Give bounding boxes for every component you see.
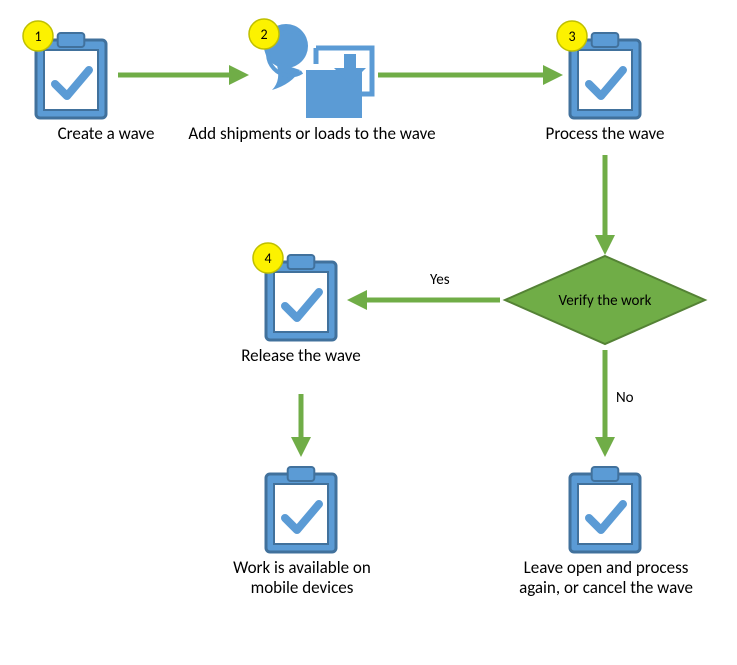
decision-label: Verify the work	[558, 292, 651, 310]
label-leave: Leave open and process again, or cancel …	[518, 558, 694, 597]
badge-create: 1	[23, 21, 53, 51]
label-workAvail: Work is available on mobile devices	[218, 558, 386, 597]
edge-label-no: No	[616, 389, 634, 407]
label-process: Process the wave	[530, 124, 680, 144]
badge-process: 3	[557, 21, 587, 51]
label-release: Release the wave	[236, 346, 366, 366]
node-add	[264, 24, 372, 118]
badge-release: 4	[253, 243, 283, 273]
node-leave	[570, 467, 640, 552]
label-add: Add shipments or loads to the wave	[182, 124, 442, 144]
badge-add: 2	[249, 19, 279, 49]
node-workAvail	[266, 467, 336, 552]
badge-number: 3	[568, 28, 575, 45]
badge-number: 4	[264, 250, 271, 267]
node-decision: Verify the work	[505, 256, 705, 344]
label-create: Create a wave	[16, 124, 196, 144]
badge-number: 1	[34, 28, 41, 45]
badge-number: 2	[260, 26, 267, 43]
edge-label-yes: Yes	[430, 271, 450, 289]
